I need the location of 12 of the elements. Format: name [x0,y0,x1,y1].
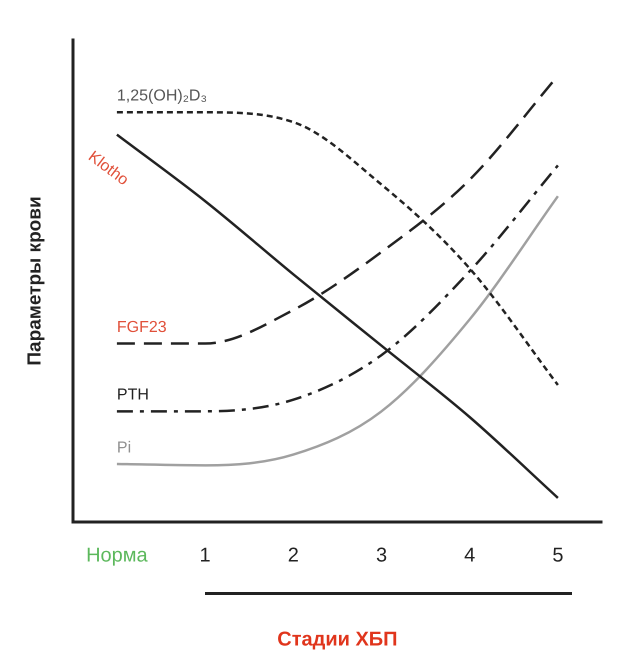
x-tick-label: 2 [288,544,299,567]
x-axis-title: Стадии ХБП [277,628,398,651]
series-label: FGF23 [116,318,167,336]
series-label: 1,25(OH)₂D₃ [116,88,207,105]
series-label: Pi [116,439,132,456]
y-axis-title: Параметры крови [24,196,46,366]
series-label: PTH [116,386,149,404]
x-tick-label: 1 [200,544,211,567]
x-tick-label: 3 [376,544,388,567]
x-tick-label: 5 [552,544,564,567]
x-tick-label: 4 [464,544,476,567]
x-tick-label: Норма [86,544,149,567]
